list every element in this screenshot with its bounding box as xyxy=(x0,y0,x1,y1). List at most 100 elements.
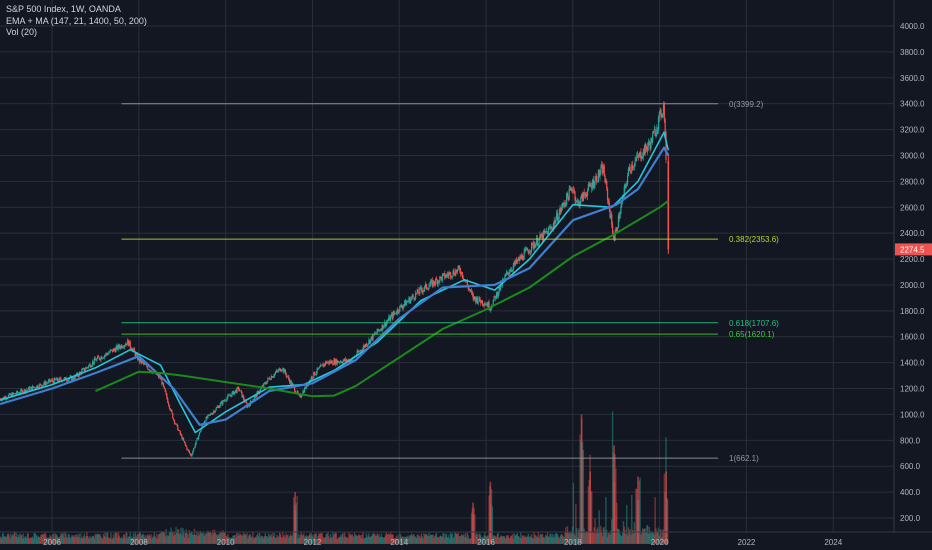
volume-bar xyxy=(453,536,455,544)
volume-bar xyxy=(517,536,519,544)
candle-body xyxy=(544,231,546,233)
volume-bar xyxy=(404,537,406,544)
volume-label[interactable]: Vol (20) xyxy=(6,27,38,37)
volume-bar xyxy=(81,538,84,544)
volume-bar xyxy=(113,537,116,544)
volume-bar xyxy=(592,532,595,544)
volume-bar xyxy=(222,532,225,544)
candle-body xyxy=(210,413,212,415)
candle-body xyxy=(324,361,327,365)
candle-body xyxy=(431,280,433,287)
candle-body xyxy=(93,358,95,364)
volume-bar xyxy=(570,531,573,544)
candle-body xyxy=(329,361,332,363)
candle-body xyxy=(399,305,401,312)
candle-body xyxy=(536,238,539,246)
volume-bar xyxy=(175,527,177,544)
volume-bar xyxy=(248,535,250,544)
candle-body xyxy=(230,395,232,397)
candle-body xyxy=(384,322,386,327)
candle-body xyxy=(318,367,320,370)
candle-body xyxy=(291,383,293,385)
volume-bar xyxy=(493,534,495,544)
fibonacci-retracement[interactable]: 0(3399.2)0.382(2353.6)0.618(1707.6)0.65(… xyxy=(121,100,780,463)
volume-bar xyxy=(535,535,537,544)
volume-bar xyxy=(232,535,234,544)
candle-body xyxy=(563,203,565,206)
volume-bar xyxy=(656,530,658,544)
volume-bar xyxy=(178,534,181,544)
volume-bar xyxy=(651,531,653,544)
candle-body xyxy=(560,208,562,212)
candle-body xyxy=(460,272,463,275)
volume-bar xyxy=(97,534,100,544)
candle-body xyxy=(212,412,214,415)
candle-body xyxy=(433,280,435,284)
y-tick-label: 2000.0 xyxy=(900,281,925,290)
candle-body xyxy=(100,356,102,360)
candle-body xyxy=(337,360,339,363)
candle-body xyxy=(449,272,451,274)
indicator-label[interactable]: EMA + MA (147, 21, 1400, 50, 200) xyxy=(6,15,147,26)
volume-bar xyxy=(434,535,436,544)
volume-bar xyxy=(365,533,368,544)
candle-body xyxy=(52,380,55,383)
volume-bar xyxy=(293,497,295,544)
symbol-title[interactable]: S&P 500 Index, 1W, OANDA xyxy=(6,4,121,14)
candle-body xyxy=(320,365,322,366)
volume-bar xyxy=(142,533,144,544)
volume-bar xyxy=(94,533,96,544)
volume-bar xyxy=(209,531,212,544)
volume-bar xyxy=(551,533,554,544)
volume-bar xyxy=(398,538,400,544)
candle-body xyxy=(253,399,255,401)
candle-body xyxy=(338,361,340,363)
volume-bar xyxy=(307,537,309,544)
volume-bar xyxy=(312,534,314,544)
volume-bar xyxy=(31,536,34,544)
volume-bar xyxy=(231,538,233,544)
candle-body xyxy=(494,295,496,297)
volume-bar xyxy=(309,535,312,544)
volume-bar xyxy=(548,537,550,544)
candle-body xyxy=(659,109,661,113)
candle-body xyxy=(4,396,6,399)
candle-body xyxy=(526,248,529,251)
volume-bar xyxy=(391,534,393,544)
volume-bar xyxy=(370,536,373,544)
volume-bar xyxy=(384,534,387,544)
candle-body xyxy=(425,283,428,289)
candle-body xyxy=(222,400,224,405)
volume-bar xyxy=(366,537,368,544)
candle-body xyxy=(397,309,399,312)
volume-bar xyxy=(120,538,122,544)
candle-body xyxy=(630,170,632,172)
candle-body xyxy=(334,359,337,365)
volume-bar xyxy=(153,532,156,544)
candle-body xyxy=(49,379,51,382)
candle-body xyxy=(268,378,270,379)
candle-body xyxy=(565,203,567,205)
candle-body xyxy=(245,400,247,404)
volume-bar xyxy=(240,535,242,544)
candle-body xyxy=(160,378,162,380)
candle-body xyxy=(474,296,476,299)
candle-body xyxy=(369,338,372,344)
volume-bar xyxy=(303,537,306,544)
candle-body xyxy=(125,343,127,346)
candle-body xyxy=(516,260,519,263)
volume-bar xyxy=(452,538,454,544)
candle-body xyxy=(209,413,211,415)
volume-bar xyxy=(16,537,19,544)
volume-bar xyxy=(27,534,30,544)
volume-bar xyxy=(91,535,94,544)
candle-body xyxy=(94,358,96,360)
candle-body xyxy=(419,287,421,294)
volume-bar xyxy=(379,537,381,544)
time-axis[interactable]: 2006 2008 2010 2012 2014 2016 2018 2020 2022 2024 xyxy=(0,531,932,547)
volume-bar xyxy=(221,531,223,544)
volume-bar xyxy=(55,535,57,544)
volume-bar xyxy=(197,536,199,544)
price-axis[interactable]: 200.0400.0600.0800.01000.01200.01400.016… xyxy=(893,0,925,532)
